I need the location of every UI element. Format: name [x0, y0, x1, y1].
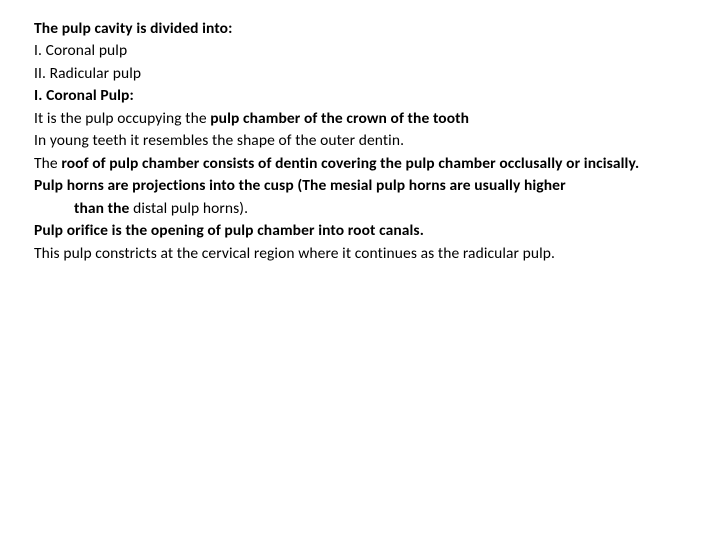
para-roof-pre: The: [34, 154, 61, 173]
document-page: The pulp cavity is divided into: I. Coro…: [0, 0, 720, 540]
heading-coronal-pulp-text: I. Coronal Pulp:: [34, 86, 134, 105]
para-constricts: This pulp constricts at the cervical reg…: [34, 243, 686, 265]
para-pulp-horns-bold-b: than the: [74, 199, 133, 218]
para-pulp-chamber-bold: pulp chamber of the crown of the tooth: [210, 109, 469, 128]
item-radicular: II. Radicular pulp: [34, 63, 686, 85]
para-pulp-chamber: It is the pulp occupying the pulp chambe…: [34, 108, 686, 130]
para-roof-bold: roof of pulp chamber consists of dentin …: [61, 154, 639, 173]
para-pulp-horns-plain: distal pulp horns).: [133, 199, 248, 218]
para-pulp-chamber-pre: It is the pulp occupying the: [34, 109, 210, 128]
heading-division: The pulp cavity is divided into:: [34, 18, 686, 40]
para-pulp-horns-a: Pulp horns are projections into the cusp…: [34, 175, 686, 197]
item-coronal: I. Coronal pulp: [34, 40, 686, 62]
para-pulp-horns-b: than the distal pulp horns).: [34, 198, 686, 220]
heading-division-text: The pulp cavity is divided into:: [34, 19, 232, 38]
para-roof: The roof of pulp chamber consists of den…: [34, 153, 686, 175]
para-pulp-horns-bold-a: Pulp horns are projections into the cusp…: [34, 176, 566, 195]
para-pulp-orifice-bold: Pulp orifice is the opening of pulp cham…: [34, 221, 424, 240]
para-pulp-orifice: Pulp orifice is the opening of pulp cham…: [34, 220, 686, 242]
heading-coronal-pulp: I. Coronal Pulp:: [34, 85, 686, 107]
para-young-teeth: In young teeth it resembles the shape of…: [34, 130, 686, 152]
